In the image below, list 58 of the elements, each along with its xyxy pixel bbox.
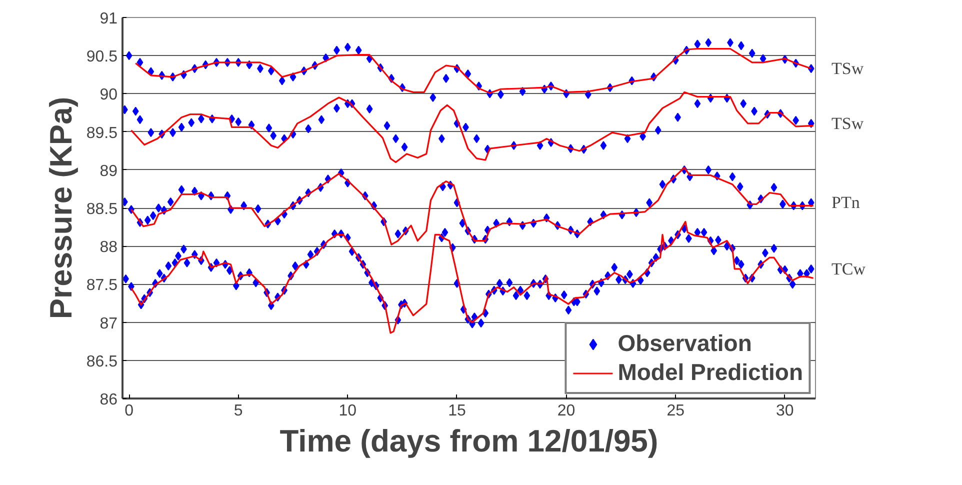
point (401, 142, 408, 152)
point (178, 122, 185, 132)
x-tick-label: 30 (776, 402, 794, 420)
y-tick-label: 87 (100, 315, 118, 332)
y-tick-label: 89 (100, 162, 118, 180)
text: PTn (832, 193, 860, 212)
point (584, 90, 592, 99)
point (536, 141, 544, 150)
x-tick-label: 20 (557, 402, 576, 420)
point (235, 117, 242, 126)
y-tick-label: 88.5 (86, 201, 118, 218)
y-tick-label: 88 (100, 239, 118, 256)
point (188, 118, 195, 128)
point (740, 99, 747, 108)
legend-label: Observation (618, 330, 752, 357)
point (748, 48, 756, 58)
x-tick-label: 5 (234, 402, 243, 420)
point (464, 69, 472, 78)
y-tick-label: 86 (100, 392, 118, 408)
point (430, 93, 436, 102)
y-tick-label: 90.5 (86, 48, 118, 66)
point (270, 131, 277, 140)
y-tick-label: 87.5 (86, 277, 118, 294)
x-tick-label: 15 (448, 402, 466, 420)
point (694, 99, 701, 108)
y-axis-title: Pressure (KPa) (43, 96, 78, 320)
text: TSw (832, 59, 864, 78)
point (266, 123, 272, 132)
y-tick-label: 86.5 (86, 353, 118, 370)
line-series (130, 91, 814, 164)
legend-label: Model Prediction (618, 359, 803, 386)
point (136, 115, 144, 124)
x-axis-title: Time (days from 12/01/95) (280, 424, 658, 458)
point (278, 76, 286, 86)
text: TSw (832, 114, 864, 133)
point (148, 128, 154, 138)
y-tick-label: 91 (100, 10, 118, 28)
x-tick-label: 0 (124, 402, 134, 420)
point (473, 134, 480, 144)
x-tick-label: 10 (338, 402, 357, 420)
point (268, 66, 274, 76)
y-tick-label: 89.5 (86, 124, 118, 142)
point (654, 126, 662, 135)
point (442, 74, 450, 83)
point (126, 51, 132, 60)
x-tick-label: 25 (666, 402, 685, 420)
point (694, 40, 701, 49)
point (132, 106, 139, 116)
point (318, 115, 325, 124)
point (600, 141, 607, 150)
point (366, 104, 373, 114)
point (705, 38, 712, 48)
point (136, 58, 144, 67)
point (519, 86, 526, 96)
point (355, 46, 362, 55)
y-tick-label: 90 (100, 86, 118, 104)
text: TCw (832, 259, 866, 278)
point (384, 121, 390, 130)
